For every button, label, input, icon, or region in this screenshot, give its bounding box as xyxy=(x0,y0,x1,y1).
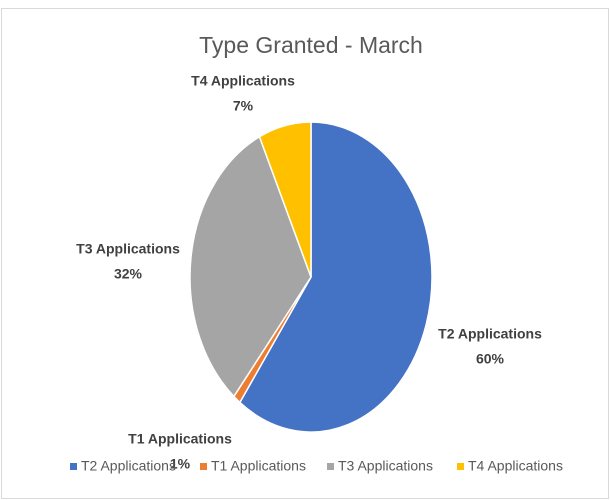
chart-title: Type Granted - March xyxy=(199,32,423,58)
data-label-name: T4 Applications xyxy=(191,73,295,89)
legend-label: T2 Applications xyxy=(81,458,176,474)
pie-slice xyxy=(238,121,433,433)
legend-swatch xyxy=(70,463,77,470)
data-label-value: 32% xyxy=(114,266,143,282)
data-label-value: 1% xyxy=(170,456,191,472)
data-label-value: 7% xyxy=(233,98,254,114)
legend-swatch xyxy=(327,463,334,470)
data-label-name: T2 Applications xyxy=(438,326,542,342)
data-label-name: T3 Applications xyxy=(76,241,180,257)
data-label-name: T1 Applications xyxy=(128,431,232,447)
legend-label: T4 Applications xyxy=(468,458,563,474)
pie-slice xyxy=(189,135,312,398)
pie-slice xyxy=(258,121,312,278)
legend-swatch xyxy=(200,463,207,470)
data-label-value: 60% xyxy=(476,351,505,367)
legend-label: T3 Applications xyxy=(338,458,433,474)
legend-swatch xyxy=(457,463,464,470)
legend-label: T1 Applications xyxy=(211,458,306,474)
